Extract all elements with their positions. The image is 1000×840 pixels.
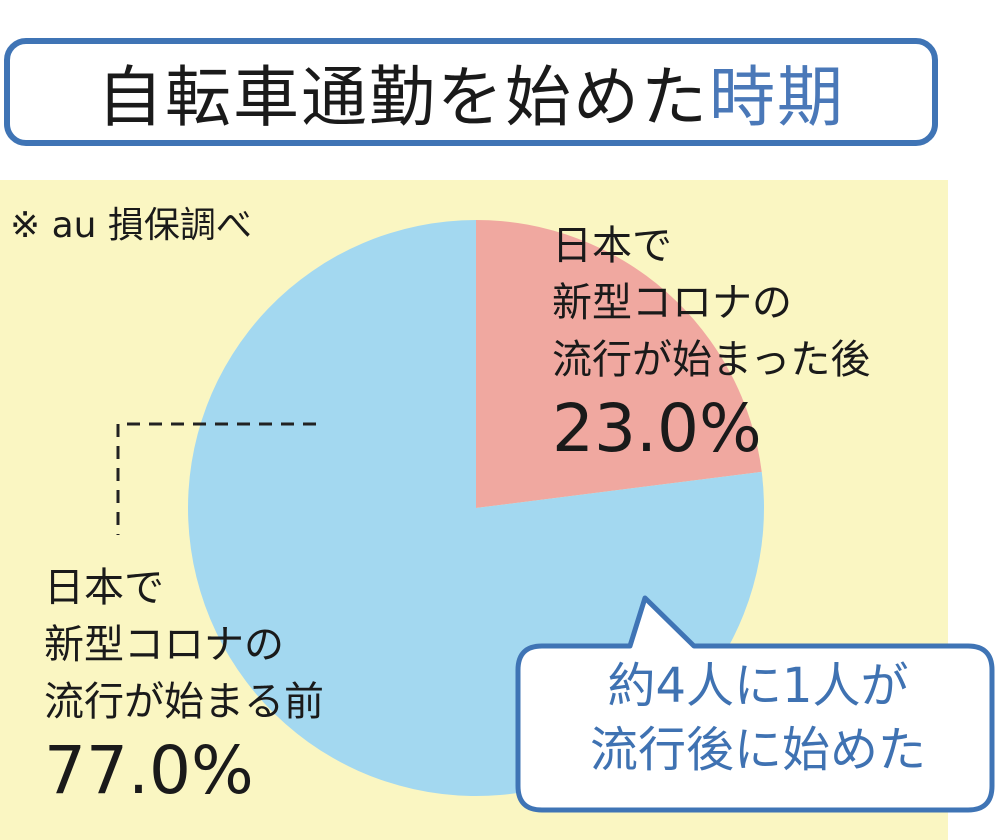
slice-label-after-line-3: 流行が始まった後	[552, 337, 871, 383]
slice-label-after-line-2: 新型コロナの	[552, 280, 792, 326]
slice-value-before: 77.0%	[44, 732, 254, 809]
title-main: 自転車通勤を始めた	[97, 59, 709, 136]
pie-slice-after	[476, 220, 762, 508]
title-box: 自転車通勤を始めた時期	[4, 38, 938, 146]
slice-value-after: 23.0%	[552, 390, 762, 467]
callout-line-2: 流行後に始めた	[589, 722, 926, 778]
slice-label-after: 日本で 新型コロナの 流行が始まった後 23.0%	[552, 218, 870, 465]
slice-label-after-line-1: 日本で	[552, 223, 672, 269]
leader-line	[116, 422, 316, 535]
slice-label-before-line-1: 日本で	[44, 565, 164, 611]
callout-bubble	[515, 595, 995, 813]
callout-text: 約4人に1人が 流行後に始めた	[522, 654, 994, 782]
chart-title: 自転車通勤を始めた時期	[97, 44, 845, 140]
source-note: ※ au 損保調べ	[10, 205, 252, 246]
slice-label-before: 日本で 新型コロナの 流行が始まる前 77.0%	[44, 560, 324, 807]
slice-label-before-line-3: 流行が始まる前	[44, 679, 324, 725]
slice-label-before-line-2: 新型コロナの	[44, 622, 284, 668]
callout-line-1: 約4人に1人が	[607, 658, 909, 714]
title-accent: 時期	[709, 59, 845, 136]
